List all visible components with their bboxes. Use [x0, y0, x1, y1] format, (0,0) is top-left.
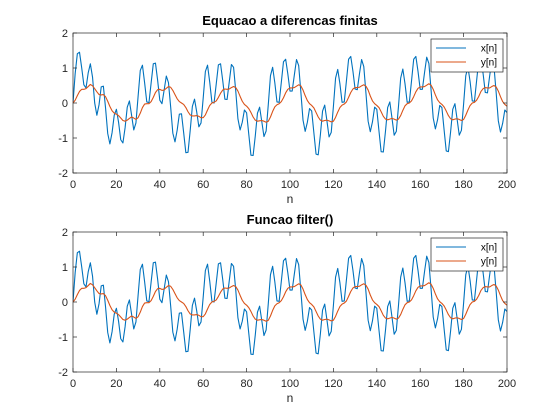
series-line-xn	[73, 51, 507, 157]
legend-label-yn: y[n]	[481, 58, 497, 69]
chart-title: Funcao filter()	[247, 212, 334, 227]
x-tick-label: 120	[324, 179, 342, 191]
chart-title: Equacao a diferencas finitas	[202, 13, 378, 28]
x-axis-label: n	[287, 391, 294, 405]
legend: x[n] y[n]	[430, 38, 504, 73]
x-tick-label: 80	[240, 378, 252, 390]
x-tick-label: 60	[197, 378, 209, 390]
x-tick-label: 120	[324, 378, 342, 390]
y-tick-label: -1	[58, 332, 68, 344]
y-tick-label: -2	[58, 367, 68, 379]
y-tick-label: 0	[62, 297, 68, 309]
x-tick-label: 200	[498, 179, 516, 191]
series-group	[73, 250, 507, 356]
y-tick-label: -2	[58, 168, 68, 180]
x-tick-label: 160	[411, 378, 429, 390]
legend: x[n] y[n]	[430, 237, 504, 272]
x-tick-label: 200	[498, 378, 516, 390]
x-tick-label: 0	[70, 179, 76, 191]
x-tick-label: 0	[70, 378, 76, 390]
x-tick-label: 40	[154, 179, 166, 191]
series-line-yn	[73, 282, 507, 322]
x-tick-label: 100	[281, 179, 299, 191]
x-tick-label: 80	[240, 179, 252, 191]
series-line-xn	[73, 250, 507, 356]
x-tick-label: 180	[454, 378, 472, 390]
x-tick-label: 100	[281, 378, 299, 390]
x-tick-label: 140	[368, 378, 386, 390]
x-axis-label: n	[287, 192, 294, 206]
x-tick-label: 20	[110, 378, 122, 390]
x-tick-label: 140	[368, 179, 386, 191]
x-tick-label: 40	[154, 378, 166, 390]
series-line-yn	[73, 83, 507, 123]
legend-label-yn: y[n]	[481, 257, 497, 268]
chart-2: 0 20 40 60 80 100 120 140 160 180 200 -2 -1 0 1 2 Funcao…	[58, 212, 516, 405]
legend-box	[430, 237, 504, 272]
legend-label-xn: x[n]	[481, 44, 497, 55]
y-tick-label: 1	[62, 262, 68, 274]
y-tick-label: 2	[62, 28, 68, 40]
y-tick-label: -1	[58, 133, 68, 145]
y-tick-label: 1	[62, 63, 68, 75]
legend-label-xn: x[n]	[481, 243, 497, 254]
series-group	[73, 51, 507, 157]
x-tick-label: 180	[454, 179, 472, 191]
x-tick-label: 60	[197, 179, 209, 191]
legend-box	[430, 38, 504, 73]
y-tick-label: 2	[62, 227, 68, 239]
x-tick-label: 20	[110, 179, 122, 191]
chart-1: 0 20 40 60 80 100 120 140 160 180 200 -2 -1 0 1 2 Equaca…	[58, 13, 516, 206]
x-tick-label: 160	[411, 179, 429, 191]
y-tick-label: 0	[62, 98, 68, 110]
